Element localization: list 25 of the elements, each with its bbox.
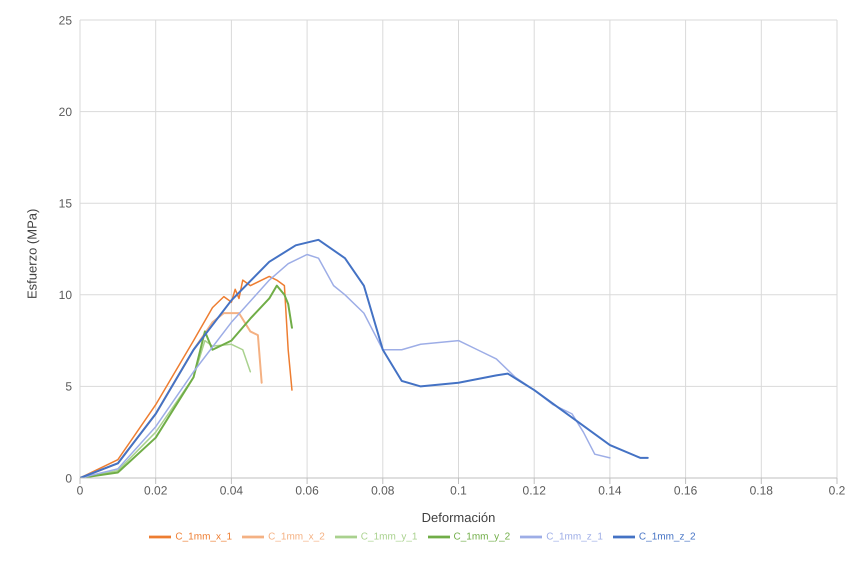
- x-tick-label: 0.14: [598, 484, 622, 498]
- x-tick-label: 0.18: [750, 484, 774, 498]
- x-tick-label: 0.2: [828, 484, 846, 498]
- x-axis-title: Deformación: [422, 510, 496, 525]
- x-tick-label: 0.12: [522, 484, 546, 498]
- legend-label: C_1mm_z_2: [638, 532, 696, 543]
- legend-label: C_1mm_z_1: [546, 532, 603, 543]
- legend-label: C_1mm_y_2: [454, 532, 510, 543]
- legend-label: C_1mm_x_2: [268, 532, 325, 543]
- y-tick-label: 25: [58, 13, 72, 28]
- x-tick-label: 0: [76, 484, 84, 498]
- y-tick-label: 15: [58, 196, 72, 210]
- y-tick-label: 0: [65, 471, 72, 486]
- x-tick-label: 0.16: [674, 484, 698, 498]
- y-tick-label: 20: [58, 104, 72, 119]
- y-tick-label: 10: [58, 288, 72, 302]
- x-tick-label: 0.08: [371, 484, 395, 498]
- legend-label: C_1mm_y_1: [360, 532, 418, 543]
- x-tick-label: 0.02: [144, 484, 168, 498]
- x-tick-label: 0.06: [295, 484, 320, 498]
- x-tick-label: 0.1: [450, 484, 468, 498]
- legend-label: C_1mm_x_1: [175, 532, 232, 543]
- y-axis-title: Esfuerzo (MPa): [24, 208, 40, 299]
- y-tick-label: 5: [65, 380, 72, 394]
- x-tick-label: 0.04: [220, 484, 244, 498]
